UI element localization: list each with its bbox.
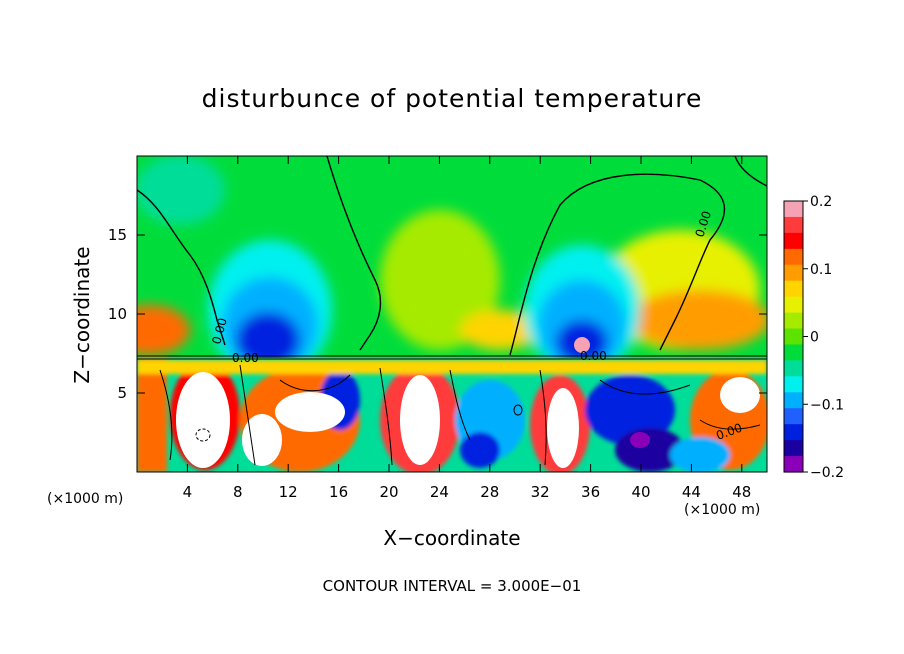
colorbar-swatch: [784, 264, 803, 282]
colorbar-tick-label: −0.2: [810, 465, 844, 481]
x-tick-label: 48: [732, 483, 751, 501]
x-axis: 4 8 12 16 20 24 28 32 36 40 44 48: [183, 156, 751, 501]
y-tick-label: 15: [108, 226, 127, 244]
x-tick-label: 40: [631, 483, 650, 501]
colorbar-swatch: [784, 424, 803, 441]
colorbar-swatch: [784, 376, 803, 393]
colorbar-swatch: [784, 456, 803, 473]
contour-label: 0.00: [209, 316, 229, 345]
colorbar-swatch: [784, 248, 803, 266]
colorbar-swatch: [784, 296, 803, 314]
colorbar-swatch: [784, 328, 803, 346]
y-axis-label: Z−coordinate: [70, 246, 94, 384]
contour-interval-note: CONTOUR INTERVAL = 3.000E−01: [322, 577, 582, 595]
x-tick-label: 32: [531, 483, 550, 501]
x-tick-label: 4: [183, 483, 193, 501]
colorbar-swatch: [784, 344, 803, 362]
x-axis-label: X−coordinate: [383, 526, 521, 550]
heatmap-field: [137, 156, 767, 472]
colorbar-swatch: [784, 232, 803, 250]
colorbar-tick-label: −0.1: [810, 397, 844, 413]
colorbar-swatch: [784, 392, 803, 409]
colorbar-swatch: [784, 360, 803, 377]
colorbar-swatch: [784, 408, 803, 425]
colorbar-tick-label: 0.1: [810, 262, 832, 278]
x-tick-label: 36: [581, 483, 600, 501]
colorbar-swatch: [784, 201, 803, 218]
colorbar-swatch: [784, 280, 803, 298]
x-tick-label: 8: [233, 483, 243, 501]
x-tick-label: 16: [329, 483, 348, 501]
colorbar: 0.2 0.1 0 −0.1 −0.2: [783, 194, 844, 481]
y-axis: 5 10 15: [108, 226, 767, 402]
colorbar-tick-label: 0.2: [810, 194, 832, 210]
chart-title: disturbunce of potential temperature: [201, 84, 703, 113]
colorbar-swatch: [784, 312, 803, 330]
x-tick-label: 24: [430, 483, 449, 501]
colorbar-swatch: [784, 216, 803, 234]
y-tick-label: 5: [117, 384, 127, 402]
y-tick-label: 10: [108, 305, 127, 323]
x-unit-left: (×1000 m): [47, 491, 124, 507]
colorbar-tick-label: 0: [810, 330, 819, 346]
x-tick-label: 20: [379, 483, 398, 501]
colorbar-swatch: [784, 440, 803, 457]
contour-label: 0.00: [232, 351, 259, 365]
contour-label: 0.00: [580, 349, 607, 363]
x-tick-label: 12: [279, 483, 298, 501]
x-tick-label: 28: [480, 483, 499, 501]
x-unit-right: (×1000 m): [684, 502, 761, 518]
x-tick-label: 44: [682, 483, 701, 501]
